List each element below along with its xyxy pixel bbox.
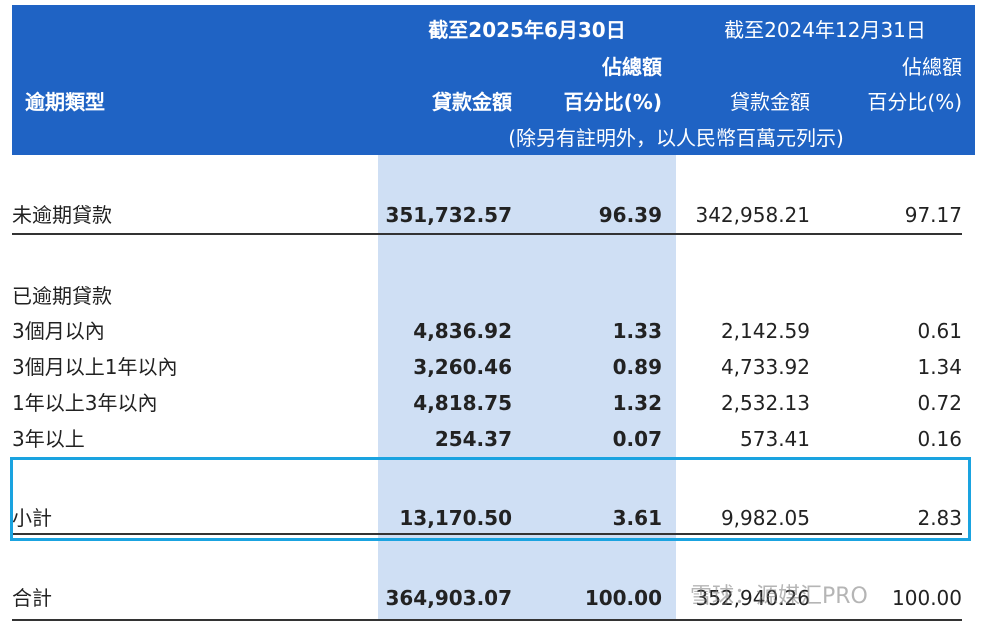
highlight-box xyxy=(10,457,971,541)
current-column-shade xyxy=(378,155,676,621)
amount-current: 351,732.57 xyxy=(385,203,512,227)
row-label: 未逾期貸款 xyxy=(12,203,112,227)
amount-prior: 貸款金額 xyxy=(730,90,810,114)
percent-current: 1.32 xyxy=(612,391,662,415)
amount-current: 4,836.92 xyxy=(413,319,512,343)
row-label: 3個月以內 xyxy=(12,319,105,343)
percent-prior: 百分比(%) xyxy=(867,90,962,114)
percent-prior: 100.00 xyxy=(892,586,962,610)
amount-current: 3,260.46 xyxy=(413,355,512,379)
percent-current: 96.39 xyxy=(598,203,662,227)
share-current: 佔總額 xyxy=(602,55,662,79)
percent-prior: 1.34 xyxy=(917,355,962,379)
percent-prior: 2.83 xyxy=(917,506,962,530)
row-label: 1年以上3年以內 xyxy=(12,391,158,415)
rule xyxy=(12,233,962,235)
percent-current: 0.07 xyxy=(612,427,662,451)
percent-current: 100.00 xyxy=(584,586,662,610)
percent-prior: 97.17 xyxy=(904,203,962,227)
amount-prior: 573.41 xyxy=(740,427,810,451)
row-label: 3年以上 xyxy=(12,427,85,451)
share-prior: 佔總額 xyxy=(902,55,962,79)
rule xyxy=(12,619,962,621)
amount-current: 13,170.50 xyxy=(399,506,512,530)
row-label: 已逾期貸款 xyxy=(12,284,112,308)
amount-prior: 9,982.05 xyxy=(720,506,810,530)
amount-current: 364,903.07 xyxy=(385,586,512,610)
row-label: 3個月以上1年以內 xyxy=(12,355,178,379)
percent-prior: 0.61 xyxy=(917,319,962,343)
amount-prior: 2,532.13 xyxy=(720,391,810,415)
amount-prior: 4,733.92 xyxy=(720,355,810,379)
note: (除另有註明外，以人民幣百萬元列示) xyxy=(508,126,844,150)
header-band xyxy=(12,5,975,155)
row-label: 合計 xyxy=(12,586,52,610)
amount-prior: 352,940.26 xyxy=(695,586,810,610)
period-current: 截至2025年6月30日 xyxy=(428,18,626,42)
amount-current: 4,818.75 xyxy=(413,391,512,415)
percent-current: 百分比(%) xyxy=(563,90,662,114)
amount-current: 貸款金額 xyxy=(432,90,512,114)
percent-prior: 0.72 xyxy=(917,391,962,415)
percent-current: 0.89 xyxy=(612,355,662,379)
amount-current: 254.37 xyxy=(434,427,512,451)
percent-prior: 0.16 xyxy=(917,427,962,451)
percent-current: 1.33 xyxy=(612,319,662,343)
type-label: 逾期類型 xyxy=(25,90,105,114)
rule xyxy=(12,533,962,535)
amount-prior: 2,142.59 xyxy=(720,319,810,343)
percent-current: 3.61 xyxy=(612,506,662,530)
period-prior: 截至2024年12月31日 xyxy=(724,18,926,42)
row-label: 小計 xyxy=(12,506,52,530)
watermark: 雪球：源媒汇PRO xyxy=(690,584,868,609)
amount-prior: 342,958.21 xyxy=(695,203,810,227)
